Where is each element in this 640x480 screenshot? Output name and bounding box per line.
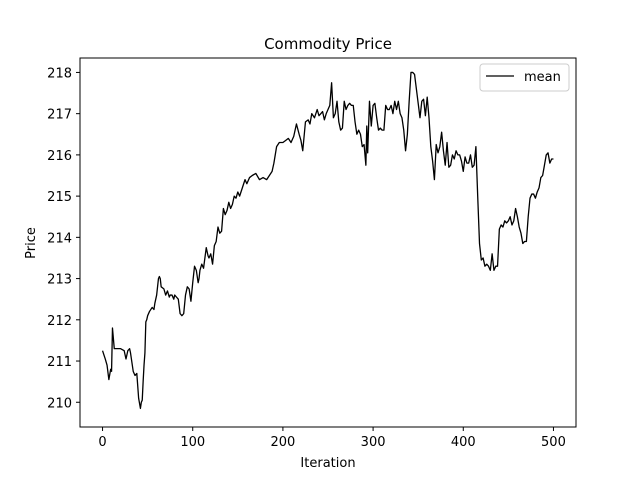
- x-tick-label: 300: [361, 435, 386, 450]
- x-tick-label: 200: [270, 435, 295, 450]
- y-tick-label: 214: [47, 231, 72, 246]
- x-tick-label: 100: [180, 435, 205, 450]
- x-tick-label: 0: [98, 435, 106, 450]
- series-line-mean: [101, 71, 554, 410]
- x-axis-label: Iteration: [300, 456, 355, 471]
- y-tick-label: 215: [47, 190, 72, 205]
- y-tick-label: 218: [47, 66, 72, 81]
- plot-area: [79, 57, 577, 428]
- y-tick-label: 210: [47, 396, 72, 411]
- y-tick-label: 216: [47, 149, 72, 164]
- y-tick-label: 211: [47, 355, 72, 370]
- y-tick-label: 212: [47, 314, 72, 329]
- x-tick-label: 500: [541, 435, 566, 450]
- legend: mean: [479, 63, 570, 92]
- y-tick-label: 217: [47, 108, 72, 123]
- y-axis-ticks: 210 211 212 213 214 215 216 217 218: [47, 66, 80, 411]
- y-axis-label: Price: [24, 227, 39, 259]
- legend-label-mean: mean: [524, 70, 561, 85]
- y-tick-label: 213: [47, 273, 72, 288]
- x-tick-label: 400: [451, 435, 476, 450]
- axes-frame: [79, 57, 577, 428]
- legend-box: [479, 63, 570, 92]
- chart-title: Commodity Price: [264, 35, 392, 53]
- x-axis-ticks: 0 100 200 300 400 500: [98, 427, 566, 450]
